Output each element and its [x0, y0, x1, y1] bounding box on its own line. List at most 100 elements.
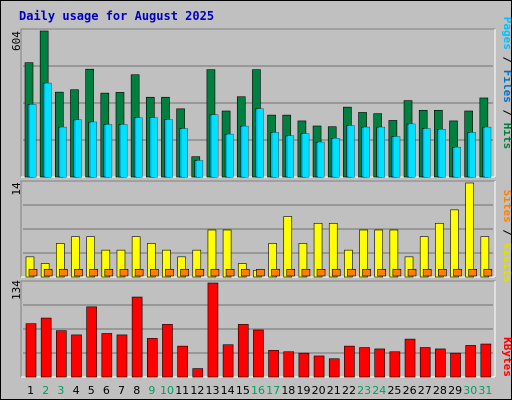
sites-bar [422, 268, 432, 277]
day-label: 27 [418, 384, 432, 397]
visits-bar [480, 236, 490, 278]
visits-bar [389, 229, 399, 278]
sites-bar [362, 268, 371, 277]
pages-bar [333, 138, 340, 177]
kbytes-bar [328, 358, 340, 378]
svg-text:Pages / Files / Hits: Pages / Files / Hits [501, 17, 511, 150]
day-label: 26 [403, 384, 417, 397]
day-label: 19 [296, 384, 310, 397]
day-label: 18 [281, 384, 295, 397]
pages-bar [393, 136, 400, 177]
kbytes-ymax-label: 134 [10, 280, 23, 300]
pages-bar [454, 147, 461, 177]
pages-bar [90, 122, 97, 177]
kbytes-bar [101, 333, 113, 378]
kbytes-bar [71, 334, 82, 378]
sites-bar [271, 268, 280, 277]
pages-bar [211, 114, 218, 177]
sites-bar [59, 268, 68, 277]
pages-bar [348, 125, 355, 177]
pages-bar [120, 124, 127, 177]
visits-bar [86, 236, 95, 278]
sites-bar [149, 268, 159, 277]
day-label: 23 [357, 384, 371, 397]
sites-bar [104, 268, 114, 277]
kbytes-bar [222, 344, 234, 378]
visits-bar [131, 236, 141, 278]
pages-bar [302, 133, 309, 177]
kbytes-bar [253, 329, 264, 378]
visits-bar [116, 249, 126, 278]
pages-bar [409, 124, 416, 177]
day-label: 6 [103, 384, 110, 397]
sites-bar [28, 268, 38, 277]
day-label: 21 [327, 384, 341, 397]
sites-bar [180, 268, 189, 277]
kbytes-bar [313, 355, 325, 378]
day-label: 30 [463, 384, 477, 397]
pages-bar [272, 132, 279, 177]
visits-bar [268, 243, 277, 278]
kbytes-bar [146, 338, 158, 378]
sites-bar [301, 268, 311, 277]
pages-bar [318, 142, 325, 177]
sites-bar [134, 268, 144, 277]
visits-bar [313, 222, 323, 278]
sites-bar [468, 268, 477, 277]
day-label: 25 [387, 384, 401, 397]
sites-bar [210, 268, 220, 277]
visits-bar [25, 256, 35, 278]
visits-bar [328, 222, 338, 278]
kbytes-bar [435, 348, 446, 378]
legend-files: Files [501, 70, 511, 103]
day-label: 1 [27, 384, 34, 397]
pages-bar [196, 160, 203, 177]
kbytes-bar [404, 338, 416, 378]
day-label: 7 [118, 384, 125, 397]
kbytes-bar [131, 296, 143, 378]
sites-bar [438, 268, 447, 277]
pages-bar [30, 104, 36, 177]
visits-bar [374, 229, 384, 278]
visits-bar [162, 249, 171, 278]
day-label: 16 [251, 384, 265, 397]
visits-bar [344, 249, 353, 278]
pages-bar [484, 127, 491, 177]
kbytes-bar [268, 350, 279, 378]
svg-text:KBytes: KBytes [501, 337, 511, 377]
kbytes-bar [177, 345, 188, 378]
day-label: 12 [190, 384, 204, 397]
day-label: 24 [372, 384, 386, 397]
sites-bar [377, 268, 387, 277]
pages-bar [227, 134, 234, 177]
pages-bar [166, 119, 173, 177]
kbytes-bar [480, 343, 492, 378]
day-label: 5 [88, 384, 95, 397]
pages-bar [151, 117, 158, 177]
day-label: 13 [206, 384, 220, 397]
visits-bar [146, 243, 156, 278]
sites-bar [392, 268, 402, 277]
legend-kbytes: KBytes [501, 337, 511, 377]
pages-bar [287, 135, 294, 177]
sites-bar [195, 268, 205, 277]
kbytes-bar [56, 330, 67, 378]
visits-bar [56, 243, 65, 278]
visits-bar [283, 216, 293, 278]
day-label: 9 [148, 384, 155, 397]
visits-bar [177, 256, 186, 278]
visits-bar [435, 222, 444, 278]
visits-bar [207, 229, 217, 278]
kbytes-bar [374, 348, 386, 378]
day-label: 15 [236, 384, 250, 397]
sites-bar [286, 268, 296, 277]
visits-bar [71, 236, 80, 278]
kbytes-bar [283, 351, 295, 378]
sites-bar [225, 268, 235, 277]
visits-bar [450, 209, 459, 278]
pages-bar [60, 127, 67, 177]
sites-bar [240, 268, 250, 277]
pages-bar [469, 132, 476, 177]
visits-bar [359, 229, 368, 278]
